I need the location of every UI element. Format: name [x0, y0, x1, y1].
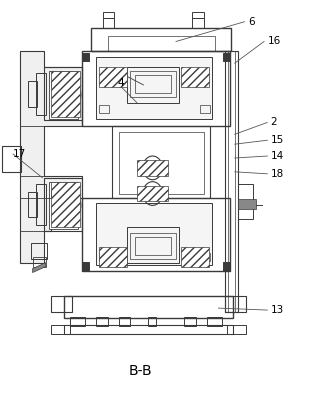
Bar — [137, 186, 168, 201]
Bar — [28, 81, 37, 107]
Text: 15: 15 — [271, 135, 284, 145]
Bar — [103, 18, 114, 28]
Bar — [44, 67, 82, 120]
Bar — [64, 325, 233, 334]
Bar — [51, 182, 80, 227]
Polygon shape — [20, 51, 82, 263]
Bar — [119, 132, 204, 194]
Bar — [51, 71, 80, 117]
Bar — [192, 12, 204, 18]
Bar — [99, 247, 127, 267]
Bar — [82, 53, 89, 61]
Text: 16: 16 — [267, 36, 281, 47]
Bar — [225, 51, 238, 312]
Bar — [181, 247, 209, 267]
Polygon shape — [33, 263, 46, 273]
Bar — [96, 57, 212, 118]
Bar — [36, 184, 46, 225]
Bar — [130, 233, 176, 259]
Bar — [51, 296, 72, 312]
Bar — [135, 237, 171, 255]
Text: 17: 17 — [13, 149, 26, 159]
Bar — [96, 203, 212, 265]
Text: 18: 18 — [271, 169, 284, 179]
Bar — [51, 81, 56, 87]
Bar — [103, 12, 114, 18]
Bar — [184, 317, 196, 326]
Bar — [228, 51, 235, 312]
Bar — [91, 28, 231, 51]
Bar — [119, 317, 130, 326]
Bar — [112, 126, 210, 198]
Bar — [137, 160, 168, 176]
Bar — [207, 317, 222, 326]
Bar — [49, 182, 78, 229]
Bar — [223, 262, 230, 271]
Bar — [225, 296, 246, 312]
Text: 14: 14 — [271, 151, 284, 161]
Bar — [64, 296, 233, 318]
Bar — [223, 53, 230, 61]
Bar — [148, 317, 156, 326]
Bar — [82, 262, 89, 271]
Bar — [181, 67, 209, 87]
Bar — [82, 198, 230, 271]
Bar — [135, 75, 171, 93]
Bar — [31, 243, 47, 259]
Bar — [51, 325, 70, 334]
Bar — [192, 18, 204, 28]
Bar — [127, 227, 179, 263]
Text: 2: 2 — [271, 117, 277, 128]
Text: 4: 4 — [117, 78, 124, 88]
Bar — [96, 317, 108, 326]
Text: 6: 6 — [248, 17, 254, 27]
Bar — [200, 253, 210, 261]
Text: 13: 13 — [271, 305, 284, 315]
Bar — [227, 325, 246, 334]
Bar — [51, 191, 56, 198]
Bar — [44, 178, 82, 231]
Bar — [108, 36, 215, 51]
Text: B-B: B-B — [128, 364, 152, 378]
Bar — [238, 184, 253, 219]
Bar — [36, 73, 46, 115]
Bar — [28, 192, 37, 217]
Bar — [70, 317, 85, 326]
Bar — [200, 105, 210, 113]
Bar — [82, 51, 230, 126]
Bar — [99, 105, 109, 113]
Bar — [2, 146, 21, 172]
Bar — [99, 67, 127, 87]
Bar — [238, 199, 256, 209]
Bar — [49, 71, 78, 118]
Bar — [99, 253, 109, 261]
Bar — [127, 67, 179, 103]
Bar — [130, 71, 176, 97]
Bar — [33, 257, 46, 267]
